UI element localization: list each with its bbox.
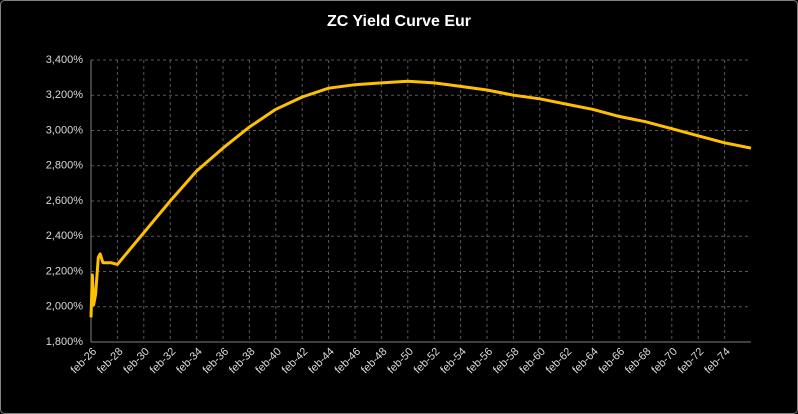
y-tick-label: 2,000%: [46, 301, 84, 313]
y-tick-label: 3,400%: [46, 54, 84, 66]
chart-title: ZC Yield Curve Eur: [327, 13, 471, 30]
y-tick-label: 2,400%: [46, 230, 84, 242]
y-tick-label: 2,800%: [46, 160, 84, 172]
y-tick-label: 2,600%: [46, 195, 84, 207]
y-tick-label: 3,000%: [46, 124, 84, 136]
y-tick-label: 1,800%: [46, 336, 84, 348]
series-line: [89, 79, 752, 318]
y-tick-label: 3,200%: [46, 89, 84, 101]
y-tick-label: 2,200%: [46, 265, 84, 277]
